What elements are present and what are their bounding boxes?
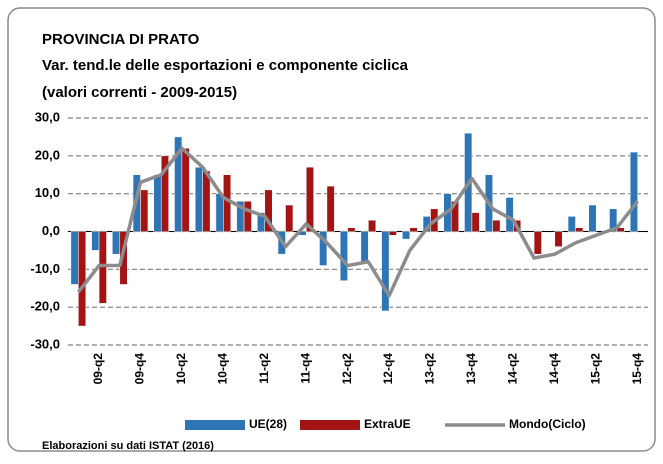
legend-label: UE(28) [249,417,287,431]
bar [319,231,328,266]
bar [181,148,190,232]
bar [223,174,232,232]
legend-swatch [300,420,360,430]
bar [326,185,335,232]
bar [215,193,224,232]
x-tick-label: 15-q2 [588,353,602,385]
bar [471,212,480,232]
bar [78,231,87,327]
bar [505,197,514,232]
x-tick-label: 14-q2 [506,353,520,385]
bar [285,204,294,232]
bar [492,219,501,232]
x-tick-label: 09-q4 [133,353,147,385]
bar [70,231,79,285]
y-tick-label: -20,0 [30,299,60,314]
x-tick-label: 09-q2 [91,353,105,385]
bar [112,231,121,255]
bar [616,227,625,232]
bar [202,170,211,232]
footer: Elaborazioni su dati ISTAT (2016) [42,440,214,452]
legend-label: Mondo(Ciclo) [509,417,586,431]
y-tick-label: 0,0 [42,223,60,238]
bar [160,155,169,232]
y-tick-label: 10,0 [35,185,60,200]
x-tick-label: 13-q2 [423,353,437,385]
legend-swatch [185,420,245,430]
bar [629,151,638,232]
bar [409,227,418,232]
x-tick-label: 10-q2 [174,353,188,385]
bar [305,166,314,232]
y-tick-label: -30,0 [30,336,60,351]
y-tick-label: 30,0 [35,109,60,124]
bar [360,231,369,263]
legend-label: ExtraUE [364,417,411,431]
bar [554,231,563,247]
chart-subtitle: (valori correnti - 2009-2015) [42,84,237,101]
bar [153,174,162,232]
x-tick-label: 13-q4 [464,353,478,385]
bar [575,227,584,232]
bar [588,204,597,232]
chart-subtitle: Var. tend.le delle esportazioni e compon… [42,57,409,74]
x-tick-label: 10-q4 [216,353,230,385]
y-tick-label: 20,0 [35,147,60,162]
bar [609,208,618,232]
bar [388,231,397,236]
line [76,146,640,298]
x-tick-label: 15-q4 [630,353,644,385]
bar [119,231,128,285]
bar [98,231,107,304]
bar [243,200,252,232]
x-tick-label: 11-q2 [257,353,271,384]
x-tick-label: 11-q4 [298,353,312,384]
x-tick-label: 12-q4 [381,353,395,385]
bar [368,219,377,232]
bar [381,231,390,312]
bar [402,231,411,240]
bar [567,216,576,232]
bar [91,231,100,251]
bar [347,227,356,232]
bar [194,166,203,232]
x-tick-label: 12-q2 [340,353,354,385]
x-tick-label: 14-q4 [547,353,561,385]
bar [533,231,542,255]
chart-title: PROVINCIA DI PRATO [42,31,200,48]
bar [264,189,273,232]
y-tick-label: -10,0 [30,261,60,276]
bar [140,189,149,232]
